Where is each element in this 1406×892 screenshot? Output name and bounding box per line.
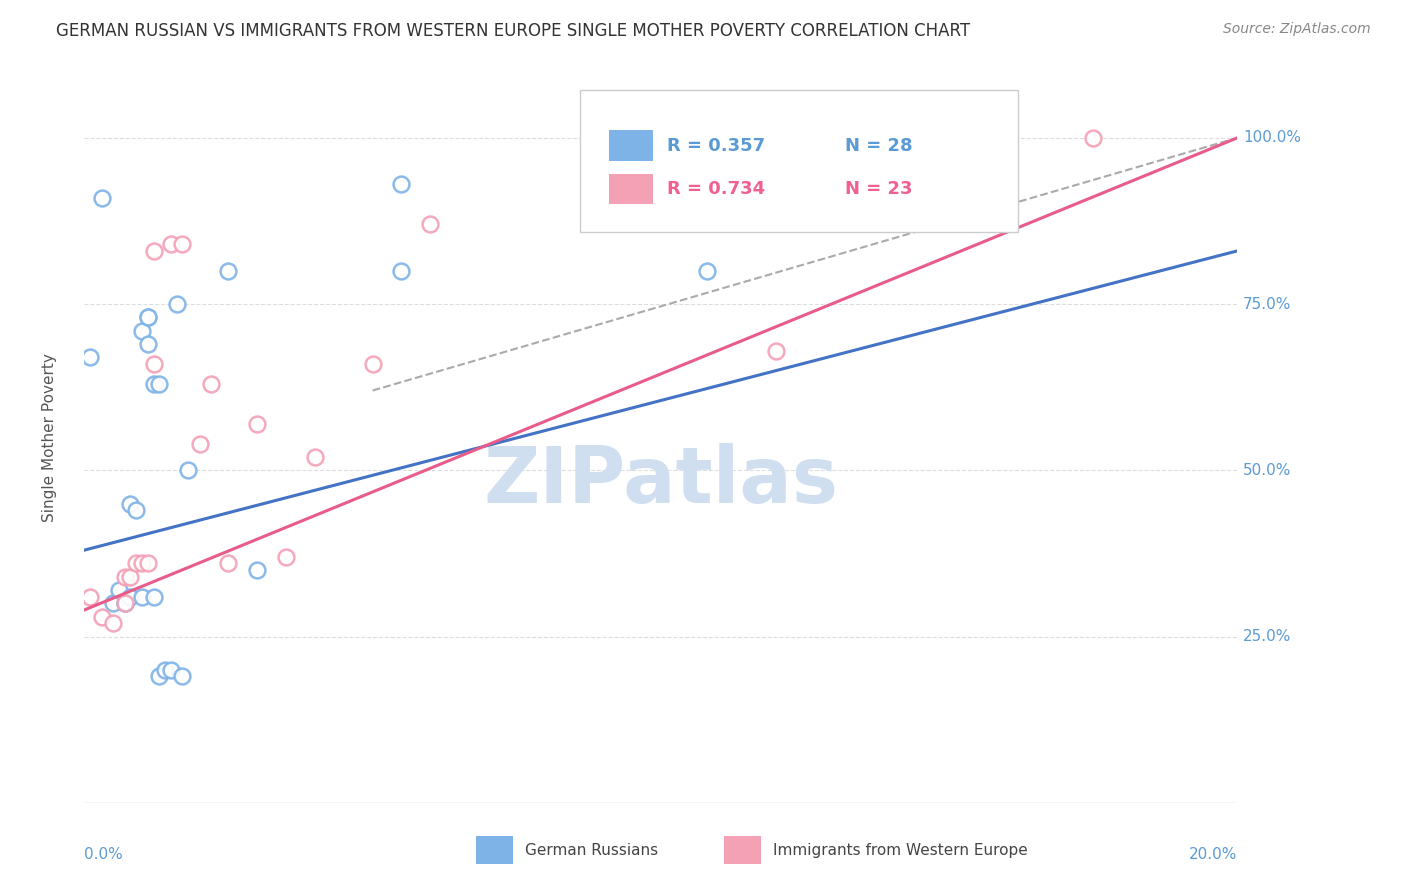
Point: [160, 237, 183, 252]
FancyBboxPatch shape: [581, 90, 1018, 232]
Point: [120, 497, 142, 511]
Text: GERMAN RUSSIAN VS IMMIGRANTS FROM WESTERN EUROPE SINGLE MOTHER POVERTY CORRELATI: GERMAN RUSSIAN VS IMMIGRANTS FROM WESTER…: [56, 22, 970, 40]
Point: [160, 663, 183, 677]
Text: 25.0%: 25.0%: [1243, 629, 1292, 644]
Text: German Russians: German Russians: [524, 843, 658, 858]
Point: [177, 463, 200, 477]
Point: [200, 376, 222, 391]
Point: [90, 191, 112, 205]
Point: [304, 450, 326, 464]
Point: [79, 351, 101, 365]
Text: ZIPatlas: ZIPatlas: [484, 443, 838, 519]
Point: [361, 357, 384, 371]
Point: [218, 264, 240, 278]
FancyBboxPatch shape: [609, 174, 652, 204]
Point: [120, 590, 142, 604]
Point: [125, 557, 148, 571]
Point: [114, 596, 136, 610]
Point: [131, 590, 153, 604]
Point: [1083, 131, 1105, 145]
Point: [79, 590, 101, 604]
Point: [148, 376, 170, 391]
Point: [148, 669, 170, 683]
Text: 100.0%: 100.0%: [1243, 130, 1301, 145]
Point: [246, 417, 269, 431]
Point: [114, 596, 136, 610]
Point: [120, 570, 142, 584]
Point: [166, 297, 188, 311]
Point: [136, 337, 159, 351]
Point: [765, 343, 787, 358]
Point: [142, 376, 165, 391]
Text: 50.0%: 50.0%: [1243, 463, 1292, 478]
Point: [153, 663, 176, 677]
Text: 0.0%: 0.0%: [84, 847, 124, 862]
Text: 75.0%: 75.0%: [1243, 297, 1292, 311]
Point: [142, 590, 165, 604]
Text: R = 0.357: R = 0.357: [666, 136, 765, 154]
Point: [188, 436, 211, 450]
Point: [142, 244, 165, 258]
Point: [218, 557, 240, 571]
Point: [114, 570, 136, 584]
Point: [103, 616, 124, 631]
Point: [246, 563, 269, 577]
Point: [391, 178, 413, 192]
Point: [90, 609, 112, 624]
FancyBboxPatch shape: [724, 837, 761, 864]
FancyBboxPatch shape: [609, 130, 652, 161]
Point: [108, 582, 131, 597]
Point: [276, 549, 298, 564]
Point: [391, 264, 413, 278]
Point: [131, 324, 153, 338]
Text: Source: ZipAtlas.com: Source: ZipAtlas.com: [1223, 22, 1371, 37]
Text: N = 28: N = 28: [845, 136, 912, 154]
Point: [103, 596, 124, 610]
Point: [419, 217, 441, 231]
Point: [136, 310, 159, 325]
Text: Immigrants from Western Europe: Immigrants from Western Europe: [773, 843, 1028, 858]
Text: Single Mother Poverty: Single Mother Poverty: [42, 352, 58, 522]
Text: 20.0%: 20.0%: [1189, 847, 1237, 862]
Point: [131, 557, 153, 571]
Point: [172, 669, 194, 683]
Text: N = 23: N = 23: [845, 180, 912, 198]
Point: [125, 503, 148, 517]
Point: [172, 237, 194, 252]
Text: R = 0.734: R = 0.734: [666, 180, 765, 198]
Point: [136, 310, 159, 325]
FancyBboxPatch shape: [477, 837, 513, 864]
Point: [136, 557, 159, 571]
Point: [114, 596, 136, 610]
Point: [142, 357, 165, 371]
Point: [696, 264, 718, 278]
